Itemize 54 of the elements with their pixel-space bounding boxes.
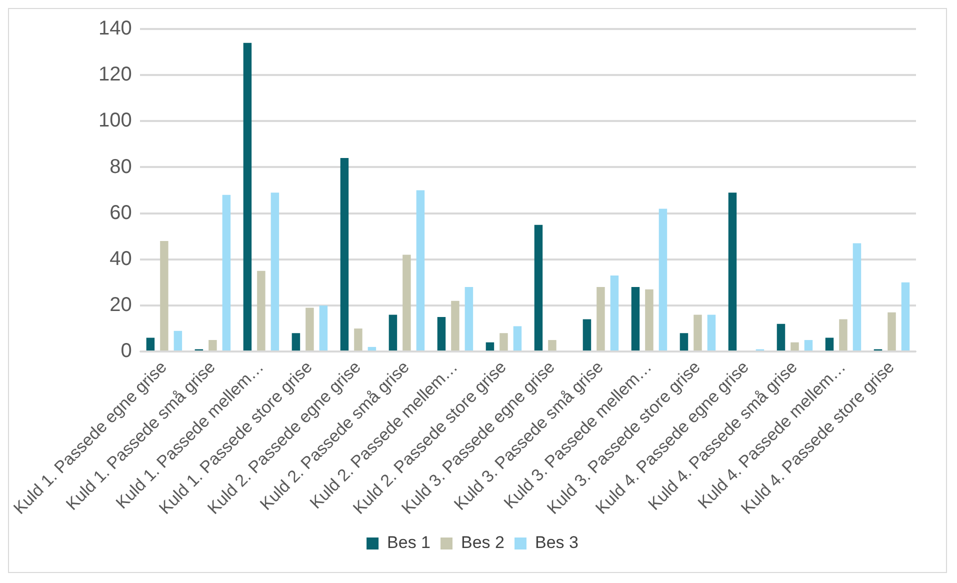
bar — [388, 314, 398, 351]
y-tick-label: 140 — [98, 18, 132, 40]
bar — [306, 308, 314, 351]
bar — [839, 319, 848, 351]
bar — [548, 340, 556, 351]
bar — [658, 208, 668, 351]
bar — [680, 333, 688, 351]
y-tick-label: 120 — [98, 64, 132, 86]
bar — [451, 300, 460, 351]
legend-label: Bes 3 — [534, 533, 578, 552]
bar — [888, 312, 896, 351]
bar — [610, 276, 619, 351]
bar — [437, 316, 446, 351]
y-tick-label: 40 — [110, 248, 132, 270]
y-tick-label: 20 — [110, 294, 132, 316]
legend-label: Bes 1 — [387, 533, 431, 552]
legend-label: Bes 2 — [461, 533, 504, 552]
bar — [416, 190, 425, 351]
bar — [464, 287, 474, 351]
bar — [270, 192, 280, 351]
bar — [257, 270, 266, 351]
bar — [596, 287, 605, 351]
bar — [292, 333, 300, 351]
bar — [160, 240, 168, 351]
bar — [243, 42, 252, 351]
bar — [582, 319, 592, 351]
bar — [208, 340, 217, 351]
bar — [707, 314, 716, 351]
bar — [852, 243, 862, 351]
bar — [174, 330, 182, 351]
bar — [534, 224, 543, 351]
bar — [368, 346, 376, 351]
bar — [728, 192, 737, 351]
bar — [222, 194, 231, 351]
y-tick-label: 60 — [110, 202, 132, 224]
bar — [645, 289, 654, 351]
bar — [402, 254, 411, 351]
bar — [790, 342, 799, 351]
bar — [354, 328, 362, 351]
bar — [901, 282, 910, 351]
y-tick-label: 0 — [120, 340, 132, 362]
bar — [631, 287, 640, 351]
bar — [513, 326, 522, 351]
y-tick-label: 100 — [98, 110, 132, 132]
bar — [486, 342, 494, 351]
bar — [146, 338, 155, 351]
bar — [804, 340, 813, 351]
bar — [776, 324, 786, 351]
bar — [319, 305, 328, 351]
bar — [340, 158, 349, 351]
bar — [500, 333, 508, 351]
y-tick-label: 80 — [110, 156, 132, 178]
bar — [825, 338, 834, 351]
bar — [694, 314, 702, 351]
